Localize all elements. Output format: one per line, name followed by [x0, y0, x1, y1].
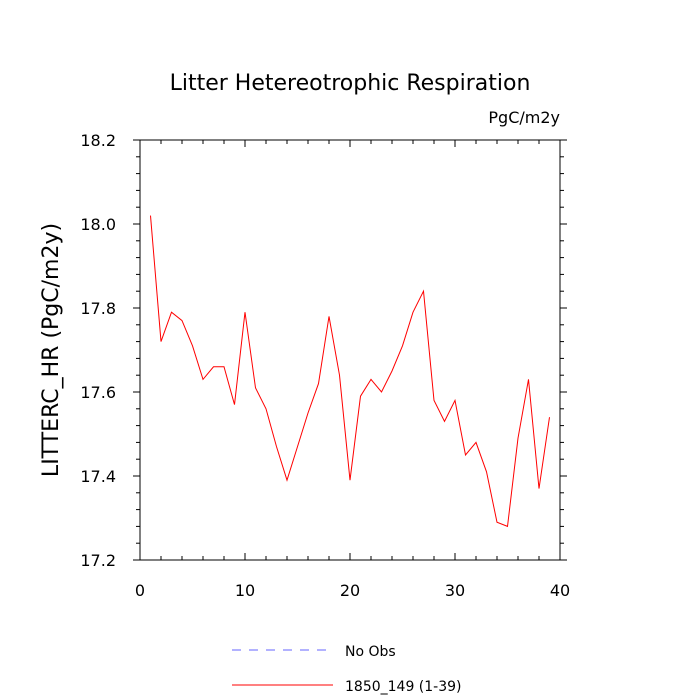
y-tick-label: 17.6 [80, 383, 116, 402]
y-tick-label: 18.2 [80, 131, 116, 150]
y-tick-label: 18.0 [80, 215, 116, 234]
y-tick-label: 17.4 [80, 467, 116, 486]
plot-frame [139, 139, 561, 561]
y-tick-label: 17.2 [80, 551, 116, 570]
axis-ticks [133, 139, 567, 561]
legend-label: 1850_149 (1-39) [345, 679, 462, 695]
x-tick-label: 30 [445, 581, 465, 600]
x-tick-label: 0 [135, 581, 145, 600]
y-tick-label: 17.8 [80, 299, 116, 318]
chart-title: Litter Hetereotrophic Respiration [170, 71, 531, 96]
series-group [150, 215, 550, 528]
units-label: PgC/m2y [488, 108, 560, 127]
y-axis-label: LITTERC_HR (PgC/m2y) [39, 223, 64, 477]
axis-tick-labels: 0 10 20 30 40 17.2 17.4 17.6 17.8 18.0 18.2 [80, 131, 570, 600]
x-tick-label: 40 [550, 581, 570, 600]
x-tick-label: 10 [235, 581, 255, 600]
series-line [150, 215, 550, 528]
x-tick-label: 20 [340, 581, 360, 600]
legend-label: No Obs [345, 644, 396, 660]
legend: No Obs 1850_149 (1-39) [232, 644, 462, 695]
